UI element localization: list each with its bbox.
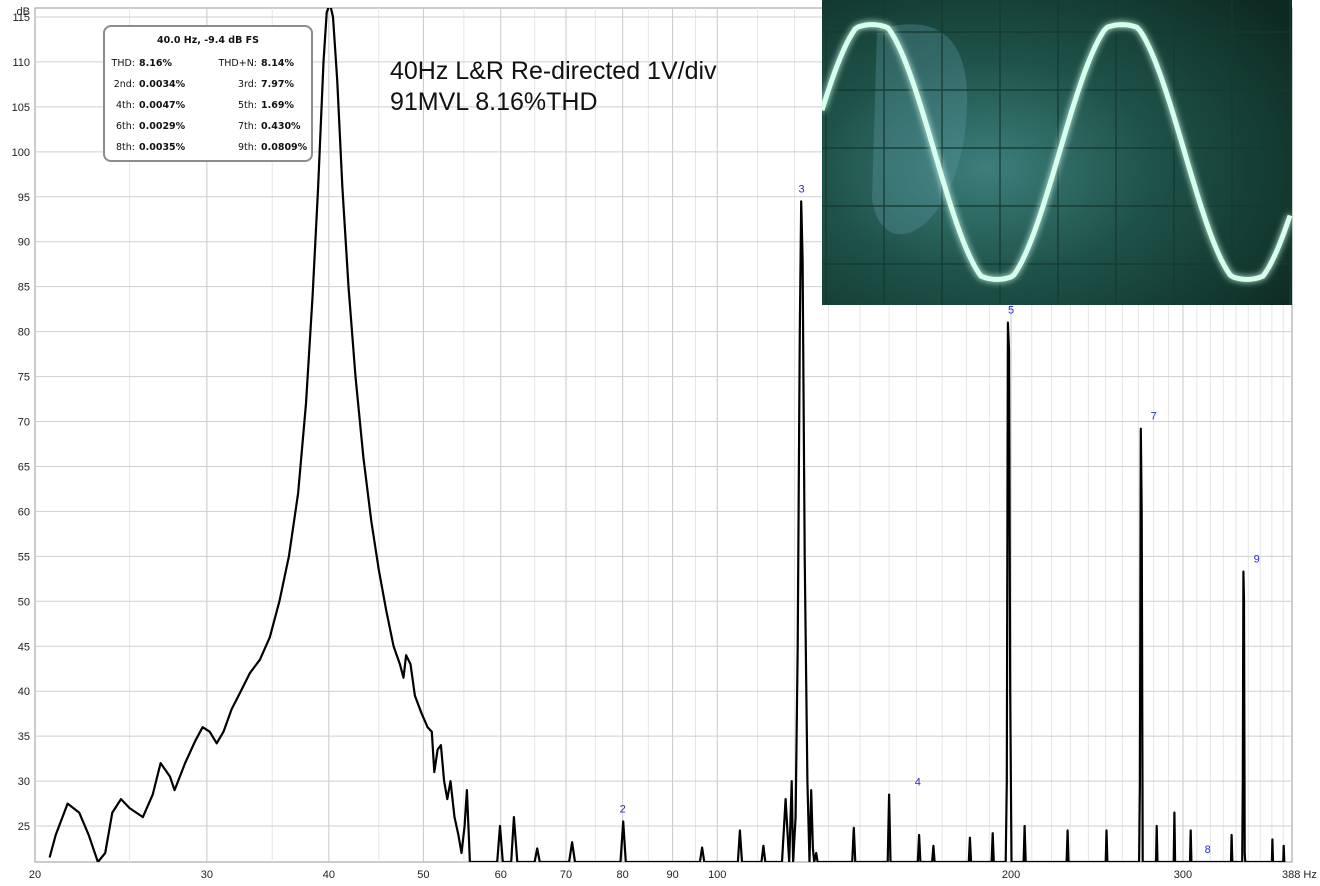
chart-annotation: 40Hz L&R Re-directed 1V/div 91MVL 8.16%T… (390, 56, 717, 118)
x-tick-label: 90 (666, 869, 678, 881)
panel-label: 3rd: (237, 79, 257, 90)
panel-value: 0.0809% (261, 142, 308, 153)
panel-value: 8.16% (139, 58, 172, 69)
distortion-panel: 40.0 Hz, -9.4 dB FS THD: 8.16% THD+N: 8.… (103, 25, 313, 162)
panel-value: 0.0047% (139, 100, 186, 111)
x-tick-label: 388 Hz (1282, 869, 1317, 881)
panel-label: 5th: (238, 100, 257, 111)
panel-label: THD+N: (218, 58, 257, 69)
panel-row-8-9: 8th: 0.0035% 9th: 0.0809% (105, 137, 311, 158)
y-tick-label: 40 (18, 686, 30, 698)
panel-value: 0.0035% (139, 142, 186, 153)
y-tick-label: 100 (12, 147, 30, 159)
spectrum-curve (48, 8, 1286, 862)
panel-row-4-5: 4th: 0.0047% 5th: 1.69% (105, 95, 311, 116)
harmonic-label: 5 (1008, 305, 1014, 317)
panel-label: 8th: (116, 142, 135, 153)
harmonic-label: 2 (620, 804, 626, 816)
panel-label: 6th: (116, 121, 135, 132)
panel-value: 1.69% (261, 100, 294, 111)
panel-row-thd: THD: 8.16% THD+N: 8.14% (105, 53, 311, 74)
y-tick-label: 55 (18, 551, 30, 563)
y-tick-label: 105 (12, 102, 30, 114)
panel-value: 0.0034% (139, 79, 186, 90)
y-tick-label: 30 (18, 776, 30, 788)
panel-value: 8.14% (261, 58, 294, 69)
y-tick-label: 110 (12, 57, 30, 69)
panel-value: 0.430% (261, 121, 301, 132)
panel-title: 40.0 Hz, -9.4 dB FS (157, 35, 259, 46)
y-tick-label: 75 (18, 372, 30, 384)
y-tick-label: 45 (18, 641, 30, 653)
x-tick-label: 40 (323, 869, 335, 881)
y-tick-label: 115 (12, 12, 30, 24)
panel-label: 2nd: (113, 79, 135, 90)
y-tick-label: 25 (18, 821, 30, 833)
panel-label: 4th: (116, 100, 135, 111)
y-tick-label: 50 (18, 596, 30, 608)
x-tick-label: 30 (201, 869, 213, 881)
harmonic-labels: 2 3 4 5 7 8 9 (620, 183, 1260, 856)
oscilloscope-image (822, 0, 1292, 305)
panel-label: THD: (111, 58, 135, 69)
panel-label: 9th: (238, 142, 257, 153)
x-tick-label: 80 (617, 869, 629, 881)
x-tick-label: 300 (1174, 869, 1192, 881)
annotation-line: 40Hz L&R Re-directed 1V/div (390, 57, 717, 85)
y-tick-label: 85 (18, 282, 30, 294)
y-tick-label: 90 (18, 237, 30, 249)
x-tick-label: 100 (708, 869, 726, 881)
harmonic-label: 7 (1151, 411, 1157, 423)
harmonic-label: 3 (798, 183, 804, 195)
x-tick-label: 60 (495, 869, 507, 881)
spectrum-line (48, 8, 1286, 862)
panel-value: 7.97% (261, 79, 294, 90)
harmonic-label: 9 (1254, 554, 1260, 566)
y-axis-label: dB (17, 6, 30, 18)
harmonic-label: 8 (1205, 844, 1211, 856)
x-tick-label: 50 (417, 869, 429, 881)
y-tick-label: 95 (18, 192, 30, 204)
x-tick-label: 20 (29, 869, 41, 881)
x-tick-label: 200 (1002, 869, 1020, 881)
panel-row-6-7: 6th: 0.0029% 7th: 0.430% (105, 116, 311, 137)
y-tick-label: 65 (18, 461, 30, 473)
harmonic-label: 4 (915, 777, 921, 789)
oscilloscope-photo (822, 0, 1292, 305)
axes: 2530354045505560657075808590951001051101… (12, 6, 1317, 881)
y-tick-label: 80 (18, 327, 30, 339)
y-tick-label: 70 (18, 417, 30, 429)
x-tick-label: 70 (560, 869, 572, 881)
panel-row-2-3: 2nd: 0.0034% 3rd: 7.97% (105, 74, 311, 95)
y-tick-label: 35 (18, 731, 30, 743)
panel-value: 0.0029% (139, 121, 186, 132)
annotation-line: 91MVL 8.16%THD (390, 88, 598, 116)
y-tick-label: 60 (18, 506, 30, 518)
panel-label: 7th: (238, 121, 257, 132)
